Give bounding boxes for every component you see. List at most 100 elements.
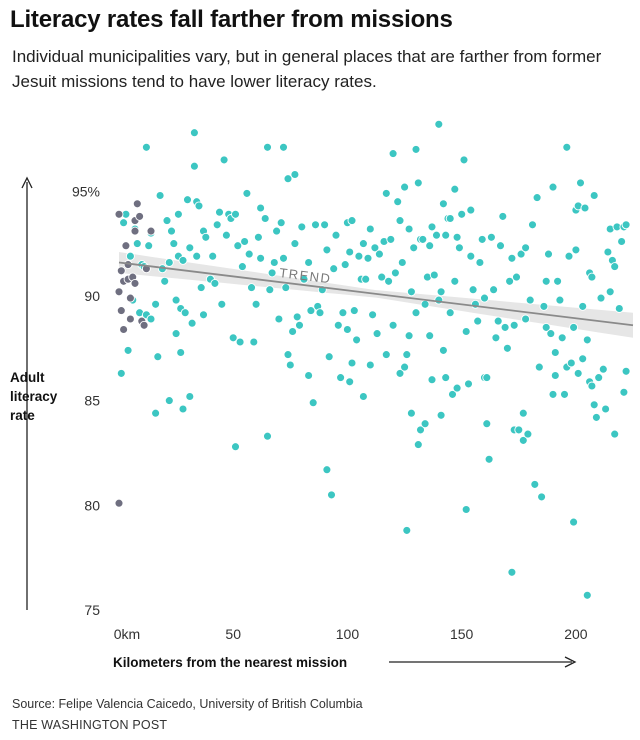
- mission-data-point: [116, 306, 126, 316]
- data-point: [349, 306, 359, 316]
- y-axis-label-line: literacy: [10, 389, 58, 404]
- data-point: [555, 295, 565, 305]
- data-point: [201, 232, 211, 242]
- data-point: [610, 429, 620, 439]
- data-point: [358, 392, 368, 401]
- data-point: [199, 310, 208, 320]
- data-point: [601, 404, 611, 414]
- data-point: [578, 301, 588, 311]
- trend-label: TREND: [279, 265, 333, 286]
- data-point: [333, 320, 343, 330]
- data-point: [363, 253, 373, 263]
- data-point: [580, 203, 590, 213]
- data-point: [164, 258, 174, 267]
- data-point: [228, 333, 238, 343]
- data-point: [221, 230, 231, 240]
- data-point: [178, 404, 188, 414]
- data-point: [290, 239, 300, 249]
- data-point: [368, 310, 378, 320]
- data-point: [327, 490, 336, 500]
- x-tick-label: 200: [564, 626, 588, 642]
- data-point: [452, 383, 462, 393]
- x-tick-label: 100: [336, 626, 360, 642]
- x-tick-label: 0km: [114, 626, 140, 642]
- data-point: [498, 211, 508, 221]
- data-point: [285, 360, 295, 370]
- mission-data-point: [130, 278, 140, 288]
- data-point: [183, 195, 192, 205]
- data-point: [194, 201, 204, 211]
- x-tick-label: 50: [225, 626, 241, 642]
- data-point: [345, 377, 355, 387]
- data-point: [509, 320, 519, 330]
- data-point: [404, 331, 414, 341]
- data-points: [114, 119, 631, 600]
- data-point: [342, 325, 352, 334]
- data-point: [450, 184, 460, 194]
- mission-data-point: [119, 325, 129, 334]
- data-point: [438, 199, 448, 209]
- data-point: [189, 128, 199, 138]
- data-point: [299, 274, 309, 284]
- data-point: [530, 479, 540, 489]
- data-point: [614, 304, 624, 313]
- data-point: [480, 293, 489, 303]
- data-point: [374, 249, 384, 259]
- data-point: [372, 329, 382, 339]
- data-point: [322, 245, 332, 255]
- data-point: [564, 251, 574, 261]
- data-point: [489, 285, 499, 295]
- data-point: [388, 320, 398, 330]
- data-point: [395, 368, 405, 378]
- data-point: [464, 379, 473, 389]
- data-point: [361, 274, 371, 284]
- mission-data-point: [114, 209, 124, 219]
- data-point: [548, 182, 558, 192]
- mission-data-point: [121, 241, 131, 251]
- data-point: [189, 161, 199, 171]
- data-point: [253, 232, 263, 242]
- data-point: [461, 327, 471, 336]
- mission-data-point: [114, 287, 124, 297]
- data-point: [178, 255, 188, 265]
- data-point: [256, 253, 266, 263]
- data-point: [537, 492, 547, 502]
- data-point: [436, 410, 446, 420]
- data-point: [180, 308, 190, 318]
- data-point: [219, 155, 229, 165]
- data-point: [525, 295, 535, 305]
- data-point: [329, 264, 339, 274]
- data-point: [185, 243, 195, 253]
- chart-subtitle: Individual municipalities vary, but in g…: [12, 47, 602, 91]
- data-point: [548, 389, 558, 399]
- data-point: [605, 287, 615, 297]
- data-point: [411, 308, 421, 318]
- data-point: [242, 188, 252, 198]
- data-point: [402, 525, 412, 535]
- data-point: [475, 258, 485, 267]
- data-point: [123, 345, 133, 355]
- data-point: [427, 222, 437, 232]
- data-point: [331, 230, 341, 240]
- data-point: [418, 234, 428, 244]
- x-axis-arrowhead: [564, 656, 577, 668]
- data-point: [546, 329, 556, 339]
- data-point: [393, 197, 403, 207]
- data-point: [621, 220, 631, 230]
- data-point: [576, 178, 585, 188]
- data-point: [502, 343, 512, 353]
- data-point: [411, 144, 421, 154]
- data-point: [445, 214, 455, 223]
- data-point: [438, 345, 448, 355]
- data-point: [457, 209, 467, 219]
- data-point: [390, 268, 400, 278]
- data-point: [562, 142, 572, 152]
- data-point: [578, 354, 588, 364]
- data-point: [292, 312, 302, 322]
- data-point: [482, 373, 492, 383]
- data-point: [468, 285, 478, 295]
- data-point: [144, 241, 154, 251]
- data-point: [505, 276, 515, 286]
- data-point: [500, 322, 510, 332]
- data-point: [621, 366, 631, 376]
